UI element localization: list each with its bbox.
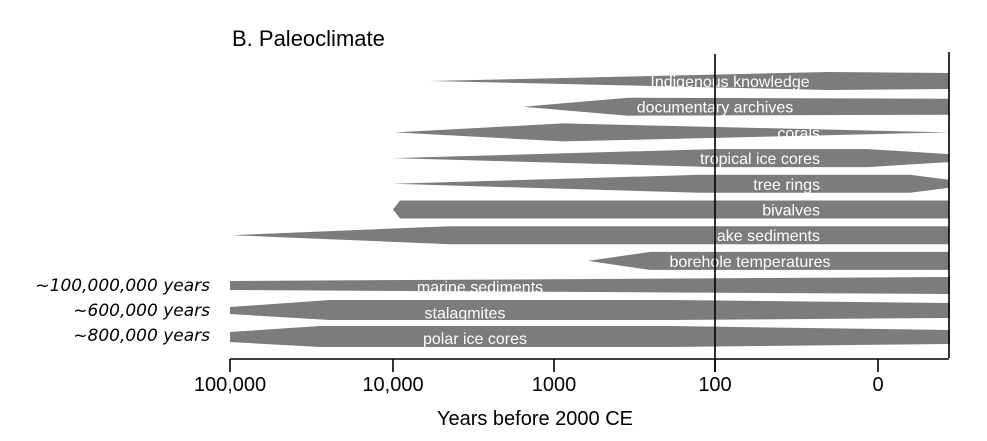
bar-documentary-archives [523,97,949,116]
bar-label-borehole-temperatures: borehole temperatures [670,254,831,271]
bar-label-tree-rings: tree rings [753,177,820,194]
span-label-stalagmites: ~600,000 years [73,301,210,321]
bar-corals [395,123,949,142]
x-tick-label-1000: 1000 [532,374,577,396]
x-axis-ticks: 100,000 10,000 1000 100 0 [194,359,884,396]
bar-label-polar-ice-cores: polar ice cores [423,331,527,348]
x-axis-title: Years before 2000 CE [437,408,633,430]
bar-bivalves [393,200,950,219]
chart-title: B. Paleoclimate [232,26,385,51]
bar-lake-sediments [232,226,950,245]
bar-label-bivalves: bivalves [762,203,820,220]
bar-label-lake-sediments: lake sediments [713,228,820,245]
bar-tropical-ice-cores [393,149,949,168]
bar-label-marine-sediments: marine sediments [417,280,543,297]
bar-label-tropical-ice-cores: tropical ice cores [700,151,820,168]
bar-label-corals: corals [777,125,820,142]
x-tick-label-10-000: 10,000 [362,374,423,396]
x-tick-label-100-000: 100,000 [194,374,266,396]
span-label-polar-ice-cores: ~800,000 years [73,326,210,346]
bar-indigenous-knowledge [430,72,949,90]
bar-label-indigenous-knowledge: Indigenous knowledge [650,74,809,91]
bar-borehole-temperatures [588,251,950,270]
span-labels: ~100,000,000 years ~600,000 years ~800,000… [35,276,210,346]
x-tick-label-100: 100 [698,374,731,396]
proxy-bars [230,72,950,347]
span-label-marine-sediments: ~100,000,000 years [35,276,210,296]
x-tick-label-0: 0 [872,374,883,396]
bar-stalagmites [230,300,950,320]
bar-tree-rings [393,174,949,193]
bar-marine-sediments [230,277,950,294]
bar-label-stalagmites: stalagmites [425,305,506,322]
bar-polar-ice-cores [230,326,950,347]
